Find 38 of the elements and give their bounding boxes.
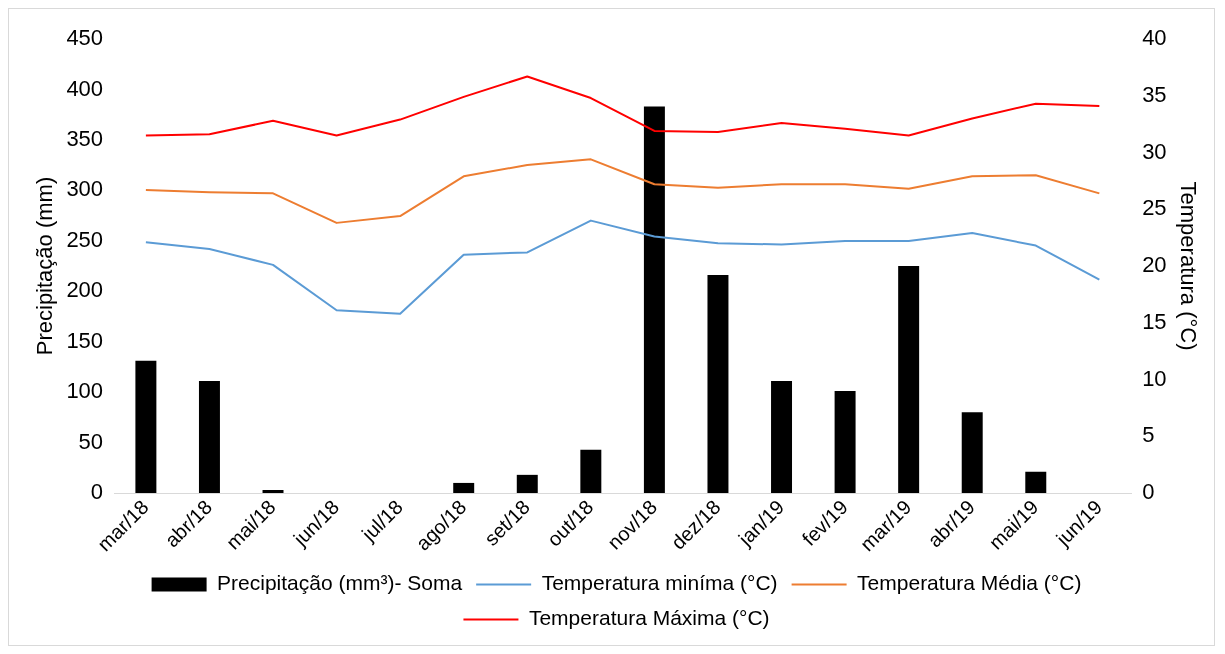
y-tick-label: 400 (66, 75, 104, 101)
bar (834, 391, 856, 494)
y-tick-label: 150 (66, 327, 104, 353)
bar (961, 412, 983, 494)
y2-tick-label: 0 (1142, 479, 1155, 505)
bar (453, 482, 475, 494)
y-tick-label: 300 (66, 176, 104, 202)
bar (707, 275, 729, 494)
bar (1025, 471, 1047, 494)
y-tick-label: 450 (66, 25, 104, 51)
y2-tick-label: 20 (1142, 252, 1167, 278)
y-tick-label: 50 (78, 428, 104, 454)
bar (771, 381, 793, 494)
legend-label: Precipitação (mm³)- Soma (217, 571, 463, 595)
y2-tick-label: 5 (1142, 422, 1155, 448)
y2-tick-label: 10 (1142, 365, 1167, 391)
legend-label: Temperatura Média (°C) (857, 571, 1082, 595)
bar (898, 266, 920, 494)
bar (580, 449, 602, 494)
y-tick-label: 250 (66, 226, 104, 252)
y-axis-title: Precipitação (mm) (32, 176, 58, 356)
bar (262, 489, 284, 494)
bar (198, 381, 220, 494)
y-tick-label: 200 (66, 277, 104, 303)
bar (516, 474, 538, 494)
y2-tick-label: 40 (1142, 25, 1167, 51)
y2-tick-label: 30 (1142, 138, 1167, 164)
y2-tick-label: 25 (1142, 195, 1167, 221)
bar (135, 360, 157, 494)
y-tick-label: 100 (66, 378, 104, 404)
y2-axis-title: Temperatura (°C) (1175, 181, 1201, 351)
y-tick-label: 0 (90, 479, 104, 505)
legend-label: Temperatura miníma (°C) (541, 571, 778, 595)
bar (643, 106, 665, 494)
legend-label: Temperatura Máxima (°C) (528, 606, 770, 630)
y2-tick-label: 15 (1142, 308, 1167, 334)
y2-tick-label: 35 (1142, 81, 1167, 107)
y-tick-label: 350 (66, 125, 104, 151)
